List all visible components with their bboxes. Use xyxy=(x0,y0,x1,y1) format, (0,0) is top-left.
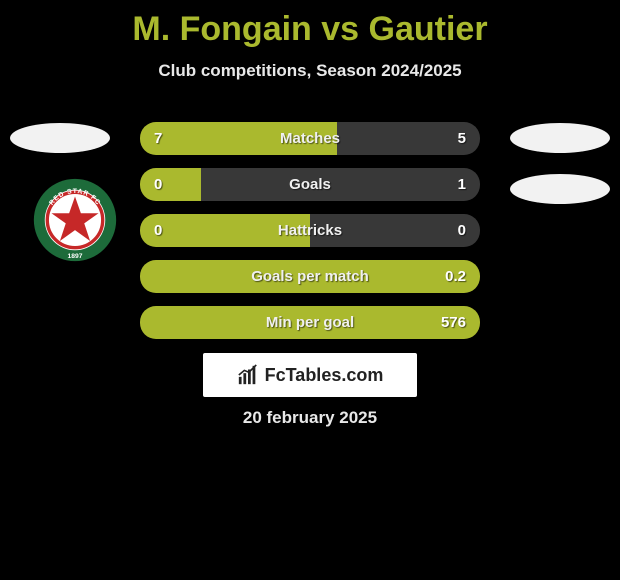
branding-badge: FcTables.com xyxy=(203,353,417,397)
comparison-subtitle: Club competitions, Season 2024/2025 xyxy=(0,61,620,81)
player-left-badge xyxy=(10,123,110,153)
bar-label: Goals xyxy=(140,168,480,201)
bar-row: 0.2Goals per match xyxy=(140,260,480,293)
bar-label: Matches xyxy=(140,122,480,155)
comparison-title: M. Fongain vs Gautier xyxy=(0,0,620,49)
bar-row: 576Min per goal xyxy=(140,306,480,339)
bar-row: 01Goals xyxy=(140,168,480,201)
svg-text:1897: 1897 xyxy=(68,253,83,260)
branding-text: FcTables.com xyxy=(265,365,384,386)
player-right-secondary-badge xyxy=(510,174,610,204)
stats-icon xyxy=(237,364,259,386)
bar-label: Goals per match xyxy=(140,260,480,293)
club-logo-left: RED STAR FC 1897 xyxy=(33,178,117,262)
comparison-bars: 75Matches 01Goals 00Hattricks 0.2Goals per … xyxy=(140,122,480,352)
bar-label: Hattricks xyxy=(140,214,480,247)
player-right-badge xyxy=(510,123,610,153)
bar-label: Min per goal xyxy=(140,306,480,339)
bar-row: 75Matches xyxy=(140,122,480,155)
bar-row: 00Hattricks xyxy=(140,214,480,247)
snapshot-date: 20 february 2025 xyxy=(0,408,620,428)
